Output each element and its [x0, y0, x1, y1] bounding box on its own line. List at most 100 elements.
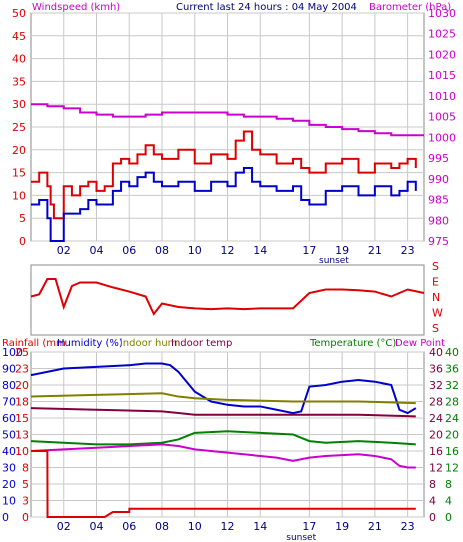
- dew-point-tick-label: 32: [445, 379, 459, 392]
- wind-time-tick-label: 14: [253, 244, 267, 257]
- humidity-tick-label: 8: [22, 462, 29, 475]
- header-barometer-title: Barometer (hPa): [369, 2, 451, 13]
- header-indoor-temp: Indoor temp: [171, 338, 232, 349]
- barometer-tick-label: 1015: [428, 69, 456, 82]
- header-indoor-hum: indoor hum: [120, 338, 177, 349]
- header-rainfall: Rainfall (mm: [2, 338, 66, 349]
- rainfall-tick-label: 50: [2, 429, 16, 442]
- humidity-tick-label: 25: [15, 346, 29, 359]
- rain-time-tick-label: 17: [302, 520, 316, 533]
- temperature-tick-label: 4: [429, 495, 436, 508]
- rain-time-tick-label: 02: [57, 520, 71, 533]
- wind-time-tick-label: 04: [90, 244, 104, 257]
- direction-series-group: [30, 278, 425, 316]
- rainfall-tick-label: 40: [2, 445, 16, 458]
- humidity-tick-label: 20: [15, 379, 29, 392]
- dew-point-tick-label: 36: [445, 363, 459, 376]
- temperature-tick-label: 36: [429, 363, 443, 376]
- dew-point-line: [30, 443, 416, 469]
- windspeed-line: [31, 130, 417, 220]
- header-humidity: Humidity (%): [57, 338, 123, 349]
- rainfall-tick-label: 60: [2, 412, 16, 425]
- panel-wind-barometer: Windspeed (kmh) Current last 24 hours : …: [12, 2, 456, 266]
- wind-time-tick-label: 08: [155, 244, 169, 257]
- rain-grid: [31, 351, 424, 518]
- temperature-tick-label: 0: [429, 511, 436, 524]
- rain-sunset-label: sunset: [286, 533, 316, 542]
- temperature-tick-label: 32: [429, 379, 443, 392]
- dew-point-tick-label: 24: [445, 412, 459, 425]
- direction-label: S: [432, 260, 439, 273]
- dew-point-tick-label: 40: [445, 346, 459, 359]
- humidity-tick-label: 15: [15, 412, 29, 425]
- dew-point-tick-label: 28: [445, 396, 459, 409]
- barometer-axis: 975 980 985 990 995 1000 1005 1010 1015 1020 1025 1…: [428, 7, 456, 248]
- windspeed-tick-label: 0: [19, 235, 26, 248]
- rainfall-line: [31, 450, 416, 518]
- header-current-title: Current last 24 hours : 04 May 2004: [176, 2, 357, 13]
- windspeed-axis: 0 5 10 15 20 25 30 35 40 45 50: [12, 7, 26, 248]
- rain-time-tick-label: 10: [188, 520, 202, 533]
- rain-time-tick-label: 12: [221, 520, 235, 533]
- windspeed-tick-label: 30: [12, 98, 26, 111]
- wind-time-tick-label: 06: [122, 244, 136, 257]
- header-temperature: Temperature (°C): [309, 338, 396, 349]
- wind-sunset-label: sunset: [319, 256, 349, 266]
- rain-time-tick-label: 21: [368, 520, 382, 533]
- header-dew-point: Dew Point: [395, 338, 445, 349]
- wind-time-tick-label: 12: [221, 244, 235, 257]
- barometer-tick-label: 1005: [428, 111, 456, 124]
- humidity-line: [30, 362, 417, 415]
- temperature-line: [30, 430, 416, 446]
- barometer-tick-label: 1000: [428, 131, 456, 144]
- direction-label: E: [432, 276, 439, 289]
- humidity-tick-label: 13: [15, 429, 29, 442]
- windspeed-tick-label: 45: [12, 30, 26, 43]
- rainfall-tick-label: 100: [2, 346, 23, 359]
- dew-point-tick-label: 8: [445, 478, 452, 491]
- barometer-tick-label: 1020: [428, 48, 456, 61]
- wind-time-axis: 02 04 06 08 10 12 14 17 19 21 23 sunset: [57, 244, 415, 266]
- wind-time-tick-label: 10: [188, 244, 202, 257]
- barometer-tick-label: 975: [428, 235, 449, 248]
- barometer-tick-label: 980: [428, 214, 449, 227]
- rainfall-tick-label: 30: [2, 462, 16, 475]
- rain-series-group: [30, 362, 417, 518]
- rain-time-tick-label: 14: [253, 520, 267, 533]
- direction-label: S: [432, 322, 439, 335]
- direction-label: N: [432, 291, 440, 304]
- wind-direction-line: [30, 278, 425, 316]
- humidity-tick-label: 18: [15, 396, 29, 409]
- rain-time-tick-label: 04: [90, 520, 104, 533]
- wind-time-tick-label: 17: [302, 244, 316, 257]
- rainfall-tick-label: 10: [2, 495, 16, 508]
- temperature-tick-label: 16: [429, 445, 443, 458]
- barometer-tick-label: 985: [428, 194, 449, 207]
- temperature-tick-label: 28: [429, 396, 443, 409]
- dew-point-tick-label: 12: [445, 462, 459, 475]
- rainfall-tick-label: 0: [2, 511, 9, 524]
- wind-gust-line: [31, 167, 417, 242]
- windspeed-tick-label: 25: [12, 121, 26, 134]
- dew-point-tick-label: 16: [445, 445, 459, 458]
- rain-time-axis: 02 04 06 08 10 12 14 17 19 21 23 sunset: [57, 520, 415, 542]
- direction-label: W: [432, 307, 443, 320]
- rain-time-tick-label: 06: [122, 520, 136, 533]
- dew-point-tick-label: 4: [445, 495, 452, 508]
- rainfall-tick-label: 80: [2, 379, 16, 392]
- dew-point-tick-label: 0: [445, 511, 452, 524]
- dew-point-tick-label: 20: [445, 429, 459, 442]
- barometer-tick-label: 1025: [428, 28, 456, 41]
- wind-time-tick-label: 19: [335, 244, 349, 257]
- indoor-temp-line: [30, 407, 416, 418]
- temperature-tick-label: 12: [429, 462, 443, 475]
- barometer-tick-label: 1010: [428, 90, 456, 103]
- panel-rain-temp: Rainfall (mm Humidity (%) indoor hum Ind…: [2, 338, 459, 542]
- humidity-tick-label: 0: [22, 511, 29, 524]
- windspeed-tick-label: 5: [19, 212, 26, 225]
- rain-time-tick-label: 08: [155, 520, 169, 533]
- indoor-hum-line: [30, 392, 416, 405]
